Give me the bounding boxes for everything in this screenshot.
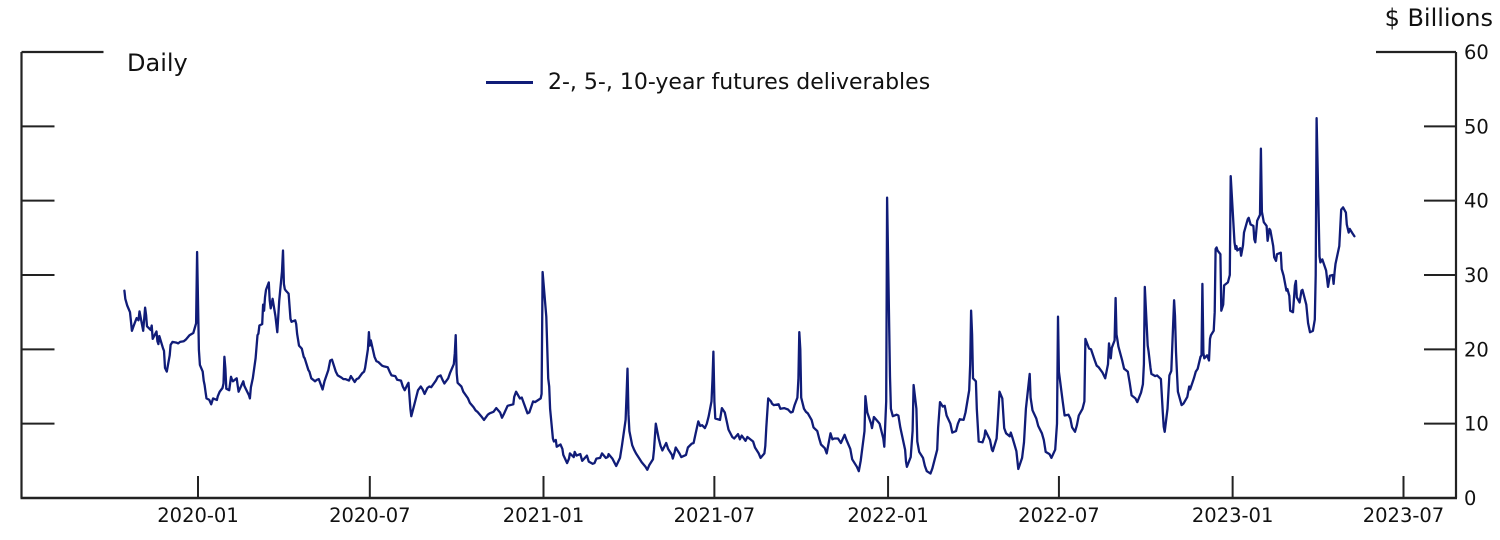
frequency-label: Daily bbox=[127, 49, 188, 77]
y-tick-label: 0 bbox=[1464, 487, 1476, 510]
y-tick-label: 30 bbox=[1464, 264, 1489, 287]
legend-line-swatch bbox=[486, 81, 533, 84]
x-tick-label: 2023-01 bbox=[1192, 504, 1273, 527]
x-tick-label: 2022-07 bbox=[1018, 504, 1099, 527]
x-tick-label: 2020-01 bbox=[157, 504, 238, 527]
legend: 2-, 5-, 10-year futures deliverables bbox=[486, 70, 930, 95]
y-tick-label: 20 bbox=[1464, 338, 1489, 361]
y-tick-label: 40 bbox=[1464, 190, 1489, 213]
legend-label: 2-, 5-, 10-year futures deliverables bbox=[548, 70, 931, 95]
x-tick-label: 2023-07 bbox=[1363, 504, 1444, 527]
x-tick-label: 2021-07 bbox=[674, 504, 755, 527]
y-tick-label: 60 bbox=[1464, 41, 1489, 64]
x-tick-label: 2022-01 bbox=[847, 504, 928, 527]
y-tick-label: 50 bbox=[1464, 115, 1489, 138]
y-axis-unit-label: $ Billions bbox=[1384, 4, 1493, 32]
x-tick-label: 2020-07 bbox=[329, 504, 410, 527]
x-tick-label: 2021-01 bbox=[503, 504, 584, 527]
y-tick-label: 10 bbox=[1464, 413, 1489, 436]
series-line bbox=[123, 117, 1356, 475]
